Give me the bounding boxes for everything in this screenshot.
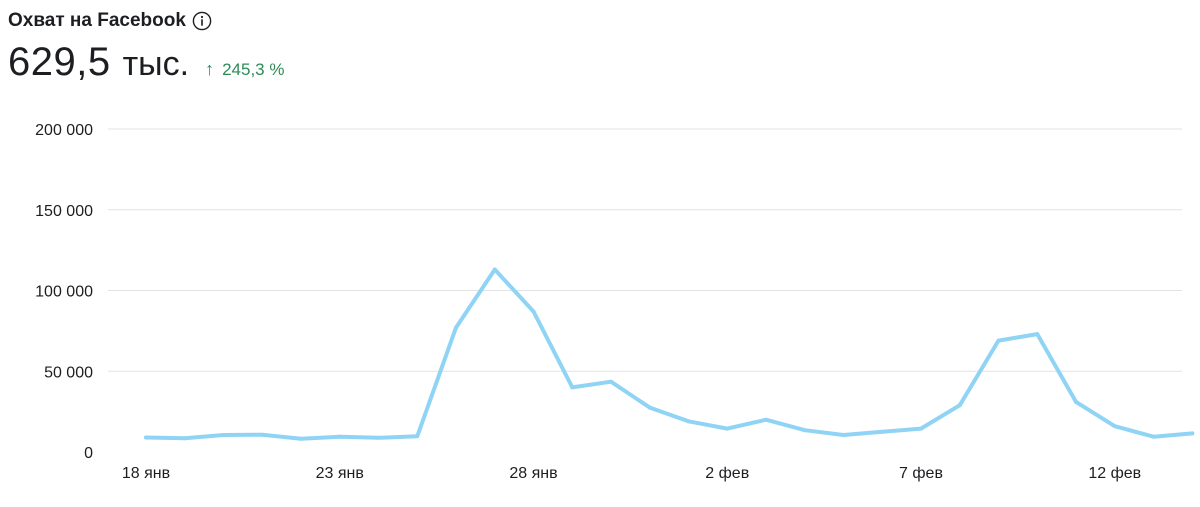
data-point[interactable]	[802, 428, 807, 433]
data-point[interactable]	[376, 435, 381, 440]
y-tick-label: 50 000	[44, 364, 93, 381]
data-point[interactable]	[1112, 424, 1117, 429]
data-point[interactable]	[957, 403, 962, 408]
delta-value: 245,3 %	[222, 60, 285, 79]
chart-title: Охват на Facebook	[8, 10, 186, 31]
y-tick-label: 0	[84, 445, 93, 462]
delta-badge: ↑ 245,3 %	[205, 59, 284, 80]
metric-value: 629,5	[8, 40, 111, 84]
x-tick-label: 7 фев	[899, 465, 943, 482]
data-point[interactable]	[1190, 431, 1195, 436]
x-tick-label: 2 фев	[705, 465, 749, 482]
arrow-up-icon: ↑	[205, 59, 215, 79]
grid-layer	[108, 128, 1182, 372]
data-point[interactable]	[570, 385, 575, 390]
metric-row: 629,5 тыс. ↑ 245,3 %	[8, 40, 284, 85]
title-row: Охват на Facebook	[8, 6, 284, 36]
data-point[interactable]	[531, 309, 536, 314]
data-point[interactable]	[299, 436, 303, 441]
data-point[interactable]	[764, 417, 768, 422]
data-point[interactable]	[144, 435, 148, 440]
data-point[interactable]	[996, 338, 1001, 343]
data-point[interactable]	[454, 325, 458, 330]
series-layer	[144, 267, 1195, 441]
y-tick-label: 100 000	[35, 284, 93, 301]
data-point[interactable]	[880, 429, 885, 434]
x-tick-label: 28 янв	[509, 465, 557, 482]
data-point[interactable]	[182, 436, 187, 441]
x-axis-ticks: 18 янв 23 янв 28 янв 2 фев 7 фев 12 фев	[122, 465, 1141, 482]
y-tick-label: 200 000	[35, 122, 93, 139]
x-tick-label: 23 янв	[316, 465, 364, 482]
y-axis-ticks: 0 50 000 100 000 150 000 200 000	[35, 122, 93, 462]
data-point[interactable]	[492, 267, 497, 272]
data-point[interactable]	[260, 432, 265, 437]
x-tick-label: 18 янв	[122, 465, 170, 482]
data-point[interactable]	[686, 419, 691, 424]
data-point[interactable]	[337, 434, 342, 439]
metric-unit: тыс.	[122, 45, 190, 83]
data-point[interactable]	[221, 433, 226, 438]
data-point[interactable]	[919, 426, 923, 431]
y-tick-label: 150 000	[35, 203, 93, 220]
x-tick-label: 12 фев	[1088, 465, 1141, 482]
data-point[interactable]	[841, 433, 846, 438]
data-point[interactable]	[415, 434, 420, 439]
data-point[interactable]	[647, 405, 652, 410]
data-point[interactable]	[1035, 332, 1040, 337]
info-icon[interactable]	[192, 11, 212, 31]
data-point[interactable]	[1074, 399, 1078, 404]
series-line	[144, 267, 1195, 441]
data-point[interactable]	[1151, 434, 1156, 439]
chart-header: Охват на Facebook 629,5 тыс. ↑ 245,3 %	[8, 6, 284, 85]
data-point[interactable]	[609, 379, 613, 384]
data-point[interactable]	[725, 426, 730, 431]
